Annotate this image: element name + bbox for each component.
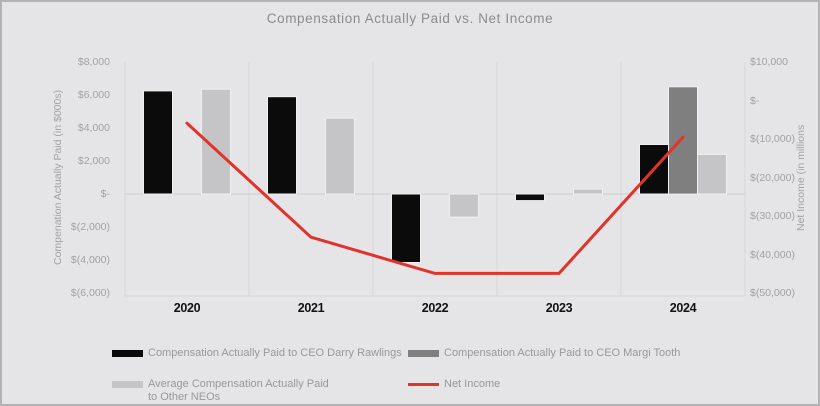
left-axis-tick-label: $6,000 [77,89,110,101]
x-axis-category-label: 2020 [173,301,201,315]
legend-item-net-income: Net Income [408,378,500,391]
legend-label-avg-other-neos: Average Compensation Actually Paid to Ot… [148,378,329,403]
right-axis-tick-label: $(40,000) [750,248,795,261]
legend-item-ceo-margi-tooth: Compensation Actually Paid to CEO Margi … [408,347,680,360]
legend-label-net-income: Net Income [444,378,501,390]
red-line-swatch-icon [408,382,439,386]
bar-avg-other-neos-2024 [697,153,727,195]
bar-ceo-margi-tooth-2024 [668,86,698,195]
bar-ceo-darry-rawlings-2023 [515,193,545,202]
left-axis-tick-label: $- [100,188,110,200]
left-axis-tick-label: $(4,000) [70,254,110,266]
x-axis-category-label: 2021 [297,301,325,315]
bar-ceo-darry-rawlings-2021 [267,96,297,195]
left-axis-tick-label: $(2,000) [70,221,110,233]
right-axis-tick-label: $- [750,94,760,107]
left-axis-tick-label: $(6,000) [70,287,110,299]
x-axis-category-label: 2023 [545,301,573,315]
black-bar-swatch-icon [112,349,143,357]
legend-item-avg-other-neos: Average Compensation Actually Paid to Ot… [112,378,329,404]
legend-item-ceo-darry-rawlings: Compensation Actually Paid to CEO Darry … [112,347,402,360]
legend-label-ceo-margi-tooth: Compensation Actually Paid to CEO Margi … [444,347,681,359]
right-axis-tick-label: $10,000 [750,56,788,68]
bar-avg-other-neos-2023 [573,188,603,195]
legend-label-ceo-darry-rawlings: Compensation Actually Paid to CEO Darry … [148,347,402,359]
dark-gray-bar-swatch-icon [408,349,439,357]
left-axis-tick-label: $2,000 [77,155,110,167]
right-axis-tick-label: $(10,000) [750,133,795,145]
x-axis-category-label: 2022 [421,301,449,315]
bar-ceo-darry-rawlings-2020 [143,90,173,195]
right-axis-tick-label: $(30,000) [750,210,795,222]
left-axis-tick-label: $8,000 [77,56,110,68]
light-gray-bar-swatch-icon [112,380,143,388]
chart-title: Compensation Actually Paid vs. Net Incom… [266,11,554,26]
x-axis-category-label: 2024 [669,301,697,315]
net-income-line [185,121,685,275]
bar-ceo-darry-rawlings-2022 [391,193,421,263]
left-axis-tick-label: $4,000 [77,122,110,134]
bar-avg-other-neos-2021 [325,117,355,195]
right-axis-tick-label: $(20,000) [750,171,795,184]
bar-avg-other-neos-2022 [449,193,479,218]
right-axis-tick-label: $(50,000) [750,287,795,299]
